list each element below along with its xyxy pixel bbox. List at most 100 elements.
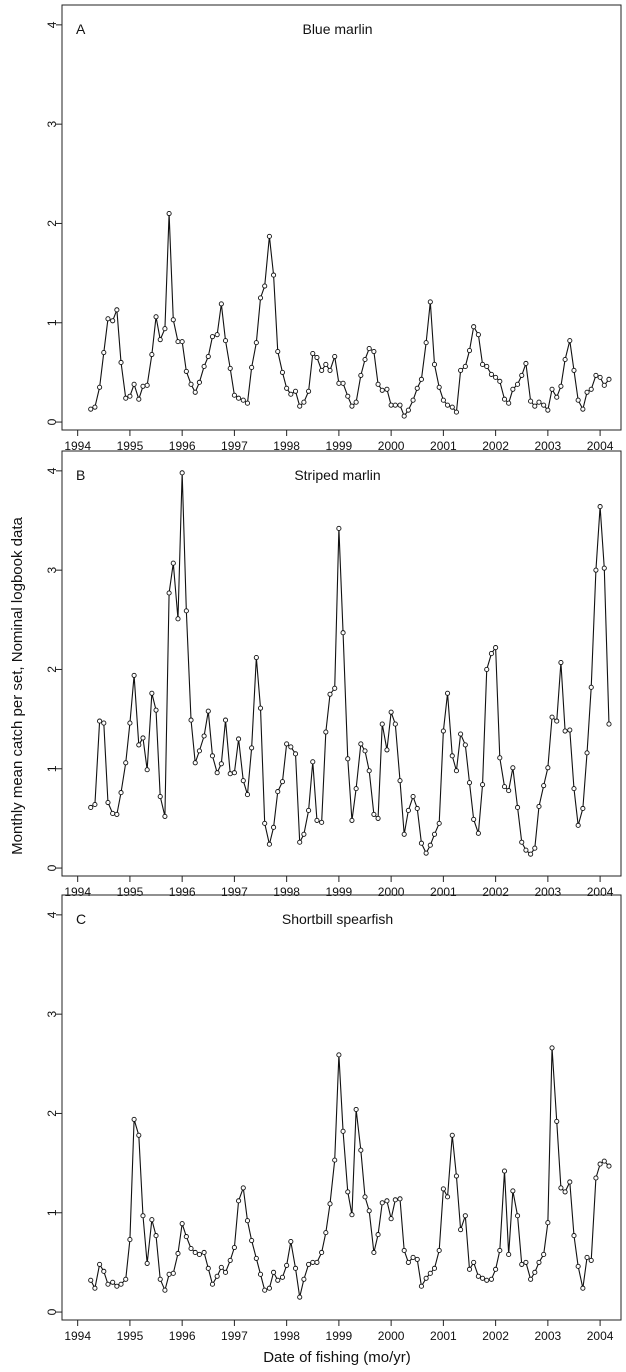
data-point bbox=[136, 742, 142, 748]
data-point bbox=[593, 567, 599, 573]
data-point bbox=[306, 807, 312, 814]
data-point bbox=[279, 1274, 286, 1280]
data-point bbox=[532, 403, 538, 409]
data-point bbox=[375, 815, 381, 821]
data-point bbox=[114, 307, 120, 313]
data-point bbox=[575, 822, 581, 828]
data-point bbox=[453, 409, 459, 415]
data-point bbox=[515, 1213, 521, 1219]
data-point bbox=[388, 1216, 394, 1222]
y-tick-label: 0 bbox=[45, 418, 59, 425]
data-point bbox=[327, 1201, 333, 1207]
data-point bbox=[497, 755, 503, 761]
data-point bbox=[288, 744, 294, 750]
data-point bbox=[466, 348, 473, 354]
data-point bbox=[170, 560, 176, 566]
data-point bbox=[240, 778, 246, 784]
data-point bbox=[405, 807, 411, 814]
data-point bbox=[105, 316, 111, 322]
data-point bbox=[144, 382, 150, 388]
data-point bbox=[580, 805, 586, 812]
data-point bbox=[488, 1276, 494, 1282]
data-point bbox=[515, 381, 521, 387]
data-point bbox=[101, 720, 107, 726]
data-point bbox=[371, 1249, 377, 1256]
data-point bbox=[275, 789, 281, 795]
data-point bbox=[358, 1147, 364, 1153]
y-tick-label: 1 bbox=[45, 319, 59, 326]
data-point bbox=[597, 504, 603, 510]
data-point bbox=[192, 389, 198, 395]
data-point bbox=[601, 565, 607, 571]
data-point bbox=[279, 369, 286, 375]
data-point bbox=[362, 1194, 368, 1200]
data-point bbox=[175, 339, 181, 345]
data-point bbox=[92, 1285, 98, 1291]
data-point bbox=[501, 396, 508, 402]
data-point bbox=[462, 1213, 468, 1219]
data-point bbox=[436, 384, 442, 390]
data-point bbox=[528, 851, 534, 857]
data-point bbox=[462, 742, 468, 748]
y-tick-label: 3 bbox=[45, 1011, 59, 1018]
data-point bbox=[319, 367, 325, 373]
data-point bbox=[175, 616, 181, 622]
data-point bbox=[349, 817, 355, 823]
data-point bbox=[310, 350, 316, 357]
data-point bbox=[554, 718, 560, 724]
data-point bbox=[423, 850, 429, 856]
data-point bbox=[567, 1179, 573, 1185]
y-tick-label: 2 bbox=[45, 1110, 59, 1117]
data-point bbox=[131, 381, 137, 387]
data-point bbox=[227, 771, 233, 777]
x-tick-label: 2000 bbox=[378, 439, 405, 453]
data-point bbox=[484, 363, 490, 370]
data-point bbox=[353, 786, 359, 792]
data-point bbox=[584, 1254, 590, 1260]
panel-letter: B bbox=[76, 467, 85, 483]
data-point bbox=[144, 767, 150, 773]
data-point bbox=[196, 379, 202, 385]
y-tick-label: 0 bbox=[45, 864, 59, 871]
x-tick-label: 1994 bbox=[64, 1329, 91, 1343]
data-point bbox=[170, 317, 176, 323]
data-point bbox=[175, 1250, 181, 1257]
data-point bbox=[271, 272, 277, 278]
data-point bbox=[262, 820, 268, 826]
x-tick-label: 1996 bbox=[169, 885, 196, 899]
data-point bbox=[92, 404, 98, 410]
data-point bbox=[488, 371, 494, 377]
data-point bbox=[118, 790, 124, 796]
data-point bbox=[314, 817, 320, 823]
data-point bbox=[423, 1275, 429, 1281]
data-point bbox=[157, 337, 163, 343]
data-point bbox=[545, 1220, 551, 1226]
series-line bbox=[90, 472, 610, 855]
data-point bbox=[554, 1118, 560, 1124]
data-point bbox=[401, 1247, 407, 1254]
data-point bbox=[506, 788, 512, 794]
data-point bbox=[510, 1188, 516, 1194]
data-point bbox=[528, 398, 534, 404]
data-point bbox=[262, 1287, 268, 1293]
data-point bbox=[562, 728, 568, 734]
data-point bbox=[414, 385, 420, 391]
data-point bbox=[131, 1116, 137, 1122]
data-point bbox=[345, 393, 351, 399]
data-point bbox=[545, 407, 551, 413]
data-point bbox=[127, 1237, 133, 1243]
data-point bbox=[118, 1281, 124, 1287]
data-point bbox=[493, 1266, 499, 1272]
data-point bbox=[179, 1221, 185, 1227]
series-line bbox=[90, 1047, 610, 1298]
x-tick-label: 2002 bbox=[482, 439, 509, 453]
data-point bbox=[358, 741, 364, 747]
data-point bbox=[501, 1168, 508, 1174]
data-point bbox=[97, 718, 103, 724]
data-point bbox=[584, 389, 590, 395]
data-point bbox=[140, 383, 146, 389]
data-point bbox=[249, 1238, 255, 1244]
x-tick-label: 2004 bbox=[587, 439, 614, 453]
data-point bbox=[588, 1257, 594, 1263]
data-point bbox=[192, 1249, 198, 1256]
